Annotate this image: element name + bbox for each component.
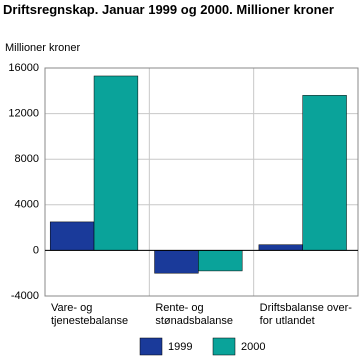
y-tick-label: 0 xyxy=(33,244,39,256)
x-tick-label: Driftsbalanse over- xyxy=(260,302,353,314)
bar xyxy=(49,221,95,251)
x-tick-label: for utlandet xyxy=(260,315,315,327)
legend-label: 1999 xyxy=(168,341,192,353)
legend-swatch xyxy=(212,337,236,356)
y-tick-label: 8000 xyxy=(15,153,39,165)
y-tick-label: 12000 xyxy=(8,108,39,120)
plot-border xyxy=(44,67,359,297)
x-tick-label: stønadsbalanse xyxy=(155,315,233,327)
bar xyxy=(258,244,303,251)
bar xyxy=(302,95,347,251)
y-tick-label: 4000 xyxy=(15,199,39,211)
y-tick-label: 16000 xyxy=(8,62,39,74)
x-tick-label: Rente- og xyxy=(155,302,203,314)
legend-label: 2000 xyxy=(241,341,265,353)
y-axis-label: Millioner kroner xyxy=(5,42,81,54)
legend-swatch xyxy=(139,337,163,356)
y-tick-label: -4000 xyxy=(11,290,39,302)
bar xyxy=(154,250,199,274)
x-tick-label: Vare- og xyxy=(51,302,92,314)
x-tick-label: tjenestebalanse xyxy=(51,315,128,327)
bar xyxy=(93,75,139,251)
chart-title: Driftsregnskap. Januar 1999 og 2000. Mil… xyxy=(3,2,334,17)
bar xyxy=(198,250,243,272)
